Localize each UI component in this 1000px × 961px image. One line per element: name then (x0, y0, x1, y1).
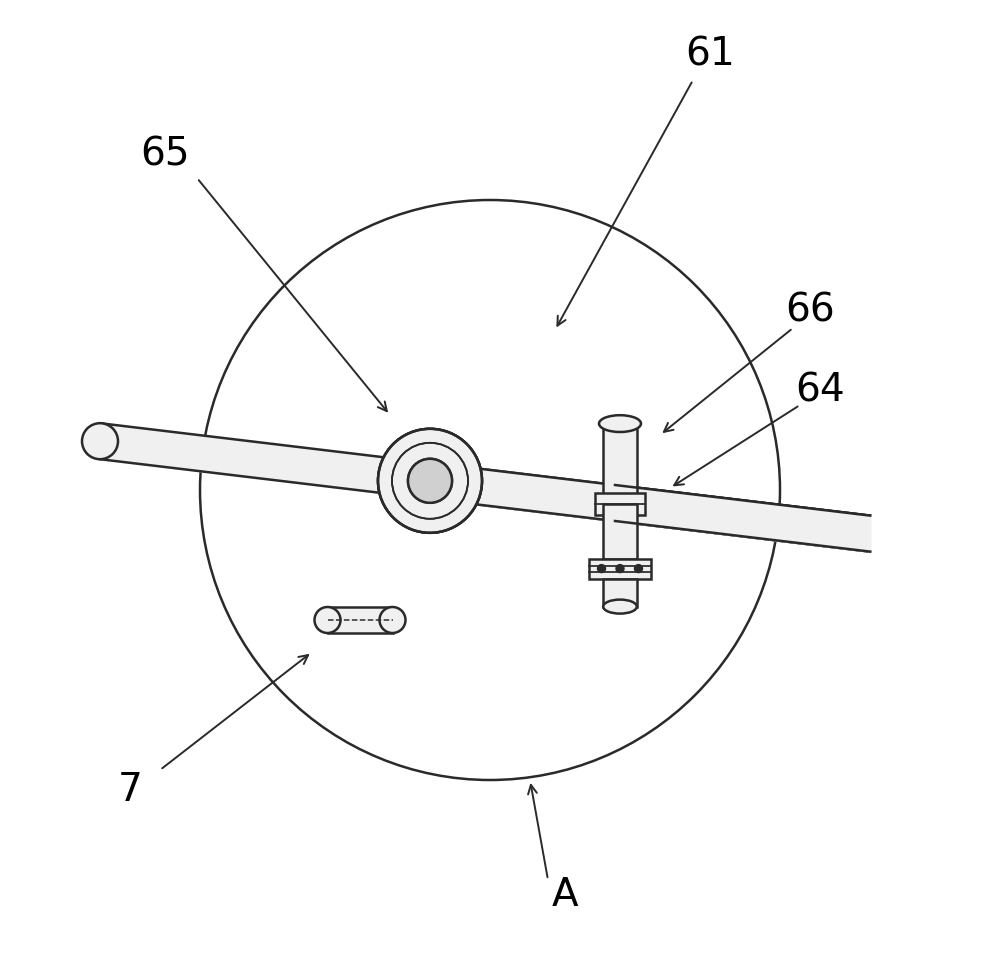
Bar (328, 607, 392, 633)
Circle shape (408, 458, 452, 503)
Circle shape (314, 607, 340, 633)
Text: 64: 64 (795, 371, 845, 409)
Text: 7: 7 (118, 771, 142, 809)
Bar (589, 558, 651, 579)
Bar (603, 424, 637, 504)
Circle shape (598, 565, 606, 573)
Text: 65: 65 (140, 136, 190, 174)
Circle shape (82, 423, 118, 459)
Text: 66: 66 (785, 291, 835, 329)
Bar (603, 504, 637, 558)
Circle shape (378, 429, 482, 532)
Ellipse shape (599, 415, 641, 432)
Circle shape (634, 565, 642, 573)
Circle shape (380, 607, 406, 633)
Bar (595, 493, 645, 514)
Text: A: A (552, 876, 578, 914)
Text: 61: 61 (685, 36, 735, 74)
Ellipse shape (603, 600, 637, 614)
Circle shape (378, 429, 482, 532)
Circle shape (616, 565, 624, 573)
Circle shape (408, 458, 452, 503)
Bar (603, 579, 637, 606)
